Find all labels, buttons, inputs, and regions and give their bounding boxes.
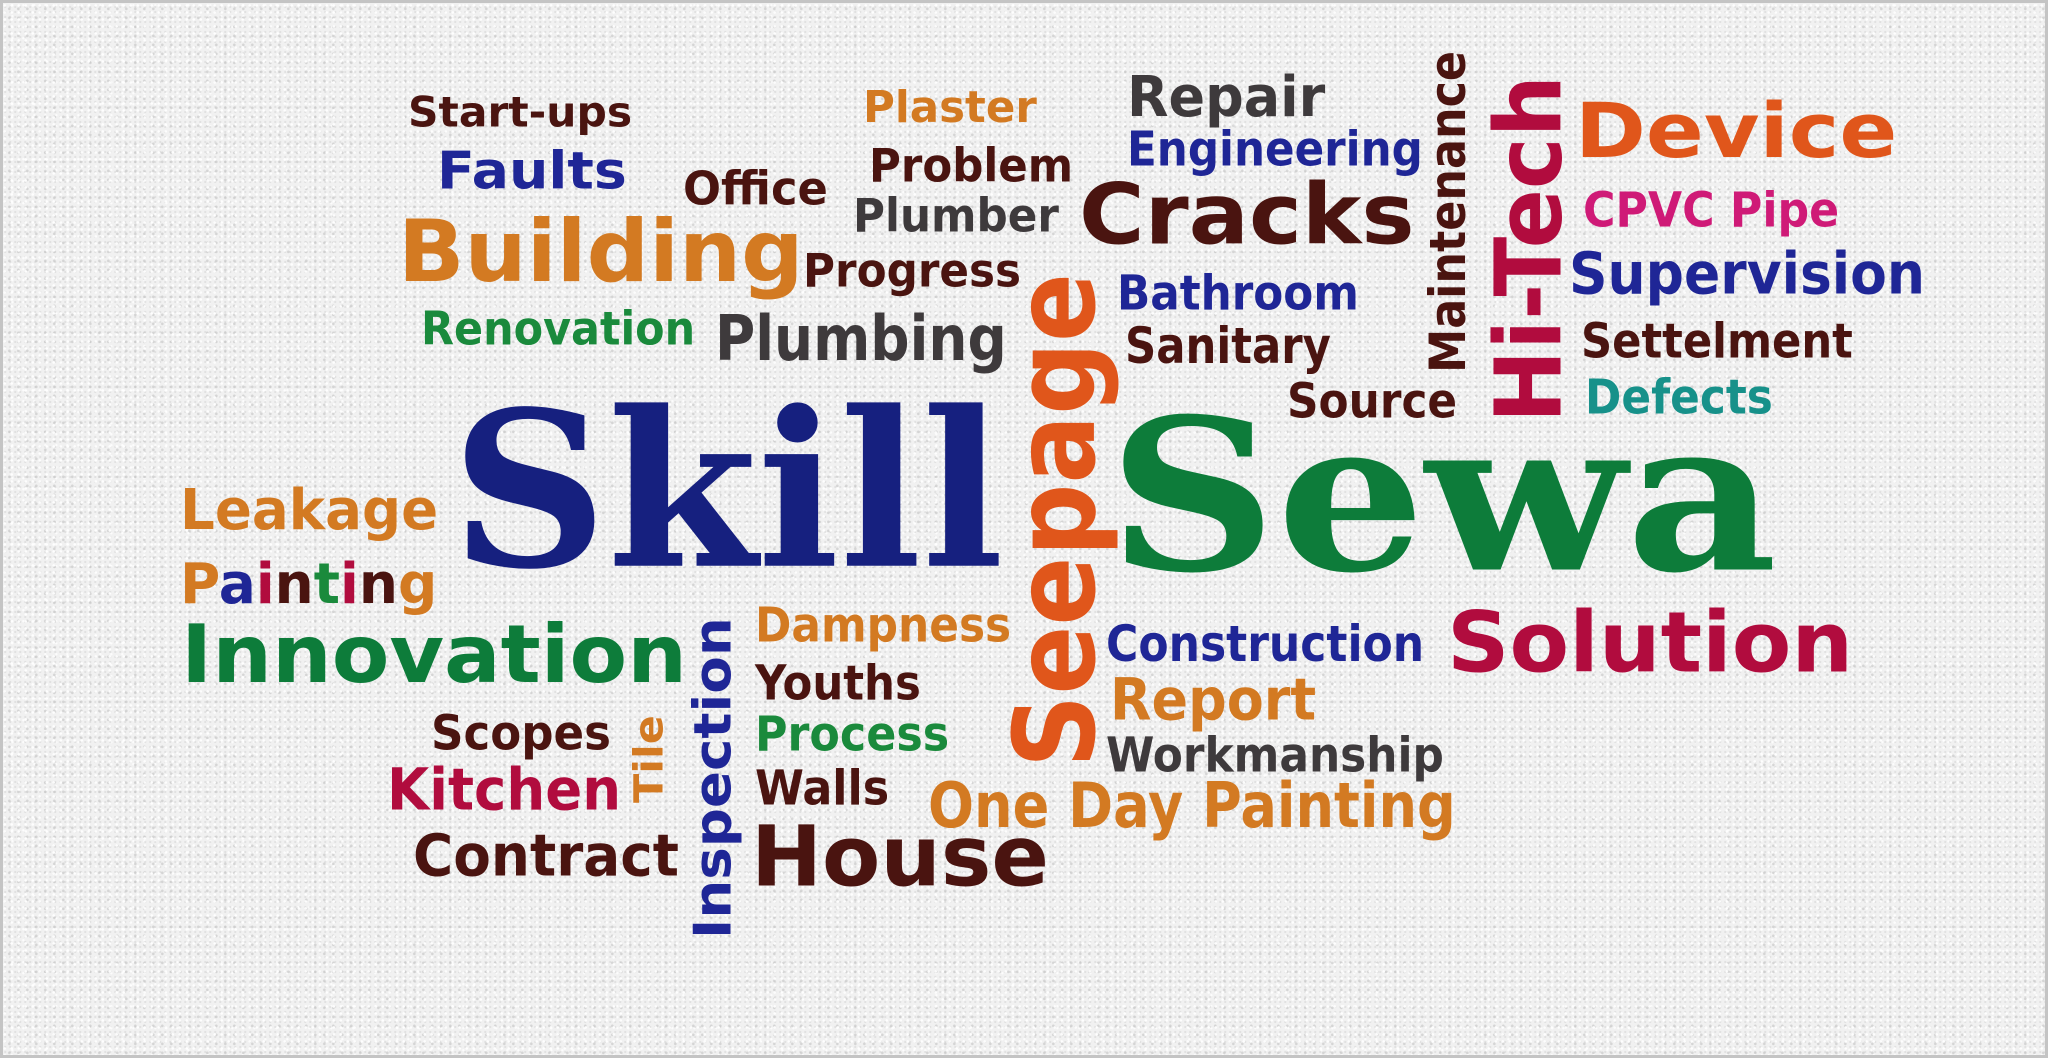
word-plumbing: Plumbing (715, 302, 1007, 375)
word-faults: Faults (437, 140, 627, 202)
word-walls: Walls (755, 759, 890, 816)
word-start-ups: Start-ups (408, 87, 633, 137)
word-source: Source (1287, 372, 1458, 429)
word-dampness: Dampness (755, 596, 1012, 653)
word-innovation: Innovation (181, 607, 687, 702)
word-sanitary: Sanitary (1125, 316, 1331, 375)
word-leakage: Leakage (180, 476, 439, 543)
word-workmanship: Workmanship (1106, 726, 1444, 783)
painting-letter: n (358, 550, 398, 617)
word-scopes: Scopes (431, 704, 611, 761)
word-inspection: Inspection (682, 617, 744, 939)
word-problem: Problem (869, 138, 1074, 193)
word-process: Process (755, 705, 950, 762)
painting-letter: g (397, 550, 438, 617)
painting-letter: a (218, 550, 256, 617)
word-plumber: Plumber (853, 188, 1059, 243)
word-defects: Defects (1585, 368, 1773, 425)
word-hi-tech: Hi-Tech (1474, 74, 1583, 423)
word-kitchen: Kitchen (387, 755, 622, 824)
painting-letter: P (180, 550, 219, 617)
word-report: Report (1110, 665, 1317, 734)
word-cpvc-pipe: CPVC Pipe (1583, 181, 1840, 238)
painting-letter: t (313, 550, 341, 617)
word-progress: Progress (803, 243, 1022, 298)
word-contract: Contract (413, 821, 679, 890)
word-office: Office (683, 161, 828, 216)
painting-letter: i (340, 550, 359, 617)
word-tile: Tile (625, 715, 673, 803)
word-renovation: Renovation (421, 301, 696, 356)
word-maintenance: Maintenance (1418, 50, 1478, 374)
word-sewa: Sewa (1108, 372, 1778, 620)
word-solution: Solution (1447, 593, 1854, 692)
word-house: House (751, 807, 1049, 906)
word-one-day-painting: One Day Painting (928, 769, 1456, 842)
word-seepage: Seepage (989, 272, 1121, 768)
word-youths: Youths (755, 654, 921, 711)
word-skill: Skill (451, 363, 1005, 618)
painting-letter: n (274, 550, 314, 617)
painting-letter: i (255, 550, 275, 617)
word-supervision: Supervision (1569, 239, 1926, 308)
word-building: Building (398, 201, 804, 302)
word-bathroom: Bathroom (1117, 264, 1359, 321)
word-cracks: Cracks (1079, 165, 1415, 264)
word-settelment: Settelment (1581, 312, 1853, 369)
word-construction: Construction (1106, 614, 1425, 673)
word-device: Device (1575, 86, 1898, 176)
word-painting-multicolor: Painting (180, 556, 437, 612)
word-plaster: Plaster (863, 81, 1037, 133)
word-repair: Repair (1127, 63, 1326, 130)
word-engineering: Engineering (1127, 120, 1423, 177)
